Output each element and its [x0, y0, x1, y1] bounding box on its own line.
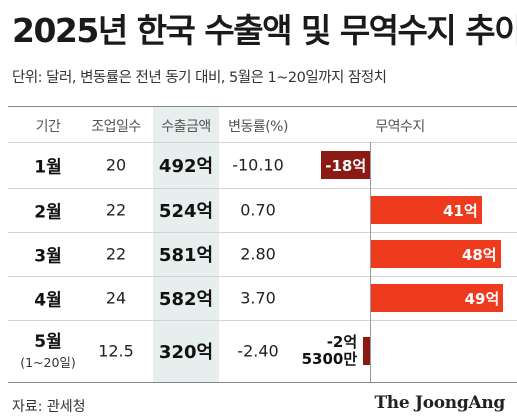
balance-bar: 49억	[371, 284, 504, 312]
change-rate-value: 0.70	[240, 200, 276, 220]
balance-bar: 48억	[371, 240, 501, 268]
header-period: 기간	[35, 119, 61, 135]
row-divider	[8, 232, 517, 233]
balance-label-line: -2억	[326, 333, 358, 351]
workdays-value: 22	[105, 244, 127, 264]
workdays-value: 12.5	[98, 341, 134, 361]
row-divider	[8, 142, 517, 143]
period-label: 4월	[34, 290, 62, 311]
period-month: 5월	[34, 332, 62, 352]
export-value: 320억	[158, 342, 214, 363]
balance-label: 48억	[461, 245, 497, 264]
change-rate-value: 3.70	[240, 288, 276, 308]
workdays-value: 22	[105, 200, 127, 220]
workdays-value: 24	[105, 288, 127, 308]
change-rate-value: 2.80	[240, 244, 276, 264]
row-divider	[8, 382, 517, 383]
workdays-value: 20	[105, 155, 127, 175]
chart-title: 2025년 한국 수출액 및 무역수지 추이	[12, 11, 517, 50]
change-rate-value: -10.10	[232, 155, 284, 175]
export-value: 582억	[158, 289, 214, 310]
header-workdays: 조업일수	[91, 119, 141, 135]
change-rate-value: -2.40	[237, 341, 279, 361]
balance-label: 49억	[464, 289, 500, 308]
period-range: (1~20일)	[20, 355, 76, 370]
source-note: 자료: 관세청	[12, 399, 86, 415]
period-label: 3월	[34, 246, 62, 267]
export-value: 492억	[158, 156, 214, 177]
period-label: 5월 (1~20일)	[20, 327, 76, 371]
export-value: 524억	[158, 201, 214, 222]
balance-zero-axis	[370, 142, 371, 382]
balance-label: 41억	[443, 201, 478, 220]
balance-bar	[363, 337, 370, 365]
export-column-highlight	[153, 106, 219, 382]
row-divider	[8, 276, 517, 277]
row-divider	[8, 106, 517, 107]
period-label: 2월	[34, 202, 62, 223]
header-balance: 무역수지	[375, 119, 425, 135]
chart-subtitle: 단위: 달러, 변동률은 전년 동기 대비, 5월은 1~20일까지 잠정치	[12, 70, 387, 86]
row-divider	[8, 188, 517, 189]
balance-bar: -18억	[321, 151, 370, 179]
balance-bar: 41억	[371, 196, 482, 224]
header-rate: 변동률(%)	[228, 119, 288, 135]
balance-label: -18억	[325, 156, 367, 175]
trade-table: 기간 조업일수 수출금액 변동률(%) 무역수지 1월 20 492억 -10.10 -18억 2월…	[0, 106, 517, 383]
row-divider	[8, 320, 517, 321]
publisher-logo: The JoongAng	[374, 393, 505, 413]
header-export: 수출금액	[161, 119, 211, 135]
balance-label-line: 5300만	[301, 350, 358, 368]
export-value: 581억	[158, 245, 214, 266]
balance-label: -2억 5300만	[302, 334, 358, 368]
period-label: 1월	[34, 157, 62, 178]
